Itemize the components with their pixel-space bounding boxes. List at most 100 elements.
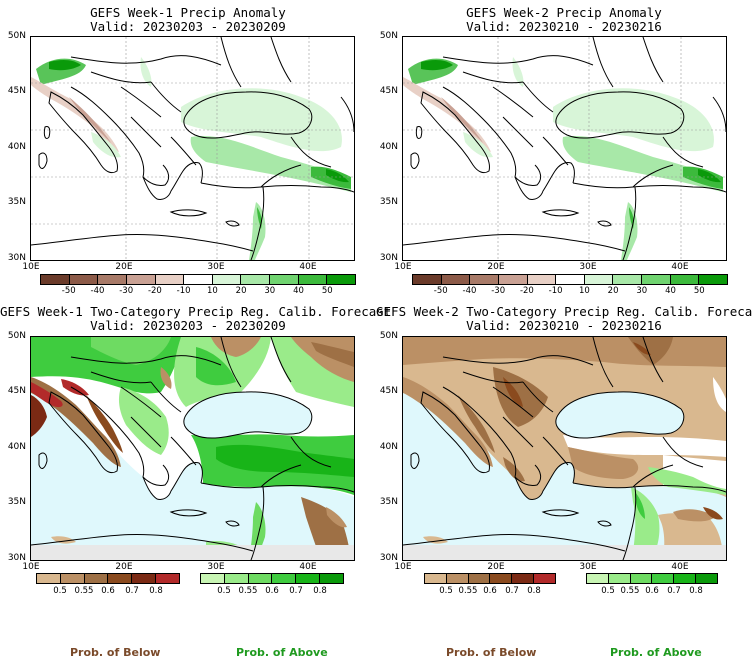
probability-shading xyxy=(31,337,354,560)
colorbar-tick-label: 0.8 xyxy=(689,586,703,596)
lon-label: 40E xyxy=(299,262,317,272)
map-svg xyxy=(403,37,726,260)
anomaly-colorbar xyxy=(40,274,356,285)
lon-label: 30E xyxy=(207,562,225,572)
map-week1-probability xyxy=(30,336,355,561)
colorbar-swatch xyxy=(587,574,609,583)
lon-label: 20E xyxy=(115,562,133,572)
prob-above-label: Prob. of Above xyxy=(610,646,702,659)
colorbar-swatch xyxy=(674,574,697,583)
prob-below-label: Prob. of Below xyxy=(70,646,161,659)
lat-label: 50N xyxy=(379,31,398,41)
lat-label: 40N xyxy=(379,442,398,452)
colorbar-tick-label: -30 xyxy=(491,286,506,296)
colorbar-tick-label: -40 xyxy=(90,286,105,296)
coastlines xyxy=(31,37,354,260)
lon-label: 40E xyxy=(671,262,689,272)
colorbar-swatch xyxy=(108,574,133,583)
colorbar-tick-label: 40 xyxy=(665,286,676,296)
colorbar-swatch xyxy=(527,275,557,284)
colorbar-tick-label: 0.6 xyxy=(483,586,497,596)
prob-above-label: Prob. of Above xyxy=(236,646,328,659)
gridlines xyxy=(403,37,726,260)
lat-label: 30N xyxy=(379,253,398,263)
colorbar-tick-label: 0.7 xyxy=(505,586,519,596)
colorbar-swatch xyxy=(248,574,273,583)
panel-title: GEFS Week-2 Two-Category Precip Reg. Cal… xyxy=(376,304,752,319)
panel-title: GEFS Week-1 Precip Anomaly xyxy=(90,5,286,20)
lon-label: 10E xyxy=(394,562,412,572)
prob-below-colorbar-labels: 0.5 0.55 0.6 0.7 0.8 xyxy=(36,586,180,598)
anomaly-shading xyxy=(403,57,723,260)
colorbar-swatch xyxy=(534,574,555,583)
colorbar-swatch xyxy=(512,574,535,583)
prob-below-colorbar xyxy=(36,573,180,584)
prob-above-colorbar xyxy=(586,573,718,584)
colorbar-tick-label: 50 xyxy=(321,286,333,296)
colorbar-tick-label: 0.7 xyxy=(125,586,139,596)
colorbar-swatch xyxy=(241,275,271,284)
colorbar-tick-label: 10 xyxy=(578,286,590,296)
prob-above-colorbar-labels: 0.5 0.55 0.6 0.7 0.8 xyxy=(586,586,718,598)
lon-label: 30E xyxy=(207,262,225,272)
lon-label: 10E xyxy=(394,262,412,272)
colorbar-tick-label: 30 xyxy=(636,286,648,296)
colorbar-tick-label: 0.5 xyxy=(601,586,615,596)
colorbar-tick-label: 0.5 xyxy=(217,586,231,596)
colorbar-tick-label: 20 xyxy=(607,286,619,296)
lat-label: 35N xyxy=(379,497,398,507)
lat-label: 45N xyxy=(7,86,26,96)
map-svg xyxy=(31,37,354,260)
lon-label: 30E xyxy=(579,262,597,272)
colorbar-swatch xyxy=(126,275,156,284)
map-svg xyxy=(403,337,726,560)
colorbar-swatch xyxy=(84,574,109,583)
colorbar-tick-label: -20 xyxy=(147,286,162,296)
colorbar-tick-label: -50 xyxy=(433,286,448,296)
anomaly-colorbar xyxy=(412,274,728,285)
prob-below-label: Prob. of Below xyxy=(446,646,537,659)
prob-above-colorbar xyxy=(200,573,344,584)
colorbar-swatch xyxy=(446,574,469,583)
lon-label: 20E xyxy=(487,262,505,272)
colorbar-tick-label: -40 xyxy=(462,286,477,296)
colorbar-swatch xyxy=(630,574,653,583)
colorbar-swatch xyxy=(556,275,585,284)
colorbar-tick-label: 0.6 xyxy=(265,586,279,596)
prob-below-colorbar xyxy=(424,573,556,584)
colorbar-tick-label: 20 xyxy=(235,286,247,296)
colorbar-swatch xyxy=(470,275,499,284)
lat-label: 30N xyxy=(379,553,398,563)
colorbar-swatch xyxy=(272,574,297,583)
lon-label: 40E xyxy=(299,562,317,572)
colorbar-tick-label: -10 xyxy=(176,286,191,296)
lat-label: 45N xyxy=(379,386,398,396)
lon-label: 20E xyxy=(115,262,133,272)
colorbar-swatch xyxy=(184,275,213,284)
colorbar-tick-label: 0.8 xyxy=(149,586,163,596)
panel-week2-anomaly: GEFS Week-2 Precip Anomaly Valid: 202302… xyxy=(376,0,752,300)
colorbar-swatch xyxy=(296,574,321,583)
colorbar-tick-label: 0.7 xyxy=(289,586,303,596)
lat-label: 30N xyxy=(7,553,26,563)
lon-label: 30E xyxy=(579,562,597,572)
lat-label: 30N xyxy=(7,253,26,263)
colorbar-tick-label: 0.5 xyxy=(439,586,453,596)
colorbar-swatch xyxy=(490,574,513,583)
prob-below-colorbar-labels: 0.5 0.55 0.6 0.7 0.8 xyxy=(424,586,556,598)
colorbar-tick-label: 0.7 xyxy=(667,586,681,596)
colorbar-swatch xyxy=(201,574,225,583)
lat-label: 40N xyxy=(7,142,26,152)
colorbar-swatch xyxy=(69,275,99,284)
colorbar-tick-label: 0.55 xyxy=(74,586,94,596)
lat-label: 50N xyxy=(7,331,26,341)
lon-label: 40E xyxy=(671,562,689,572)
map-week2-probability xyxy=(402,336,727,561)
anomaly-colorbar-labels: -50 -40 -30 -20 -10 10 20 30 40 50 xyxy=(40,286,356,298)
colorbar-tick-label: 0.5 xyxy=(53,586,67,596)
colorbar-swatch xyxy=(498,275,528,284)
coastlines xyxy=(403,337,726,560)
map-svg xyxy=(31,337,354,560)
colorbar-swatch xyxy=(37,574,61,583)
colorbar-tick-label: 0.8 xyxy=(527,586,541,596)
